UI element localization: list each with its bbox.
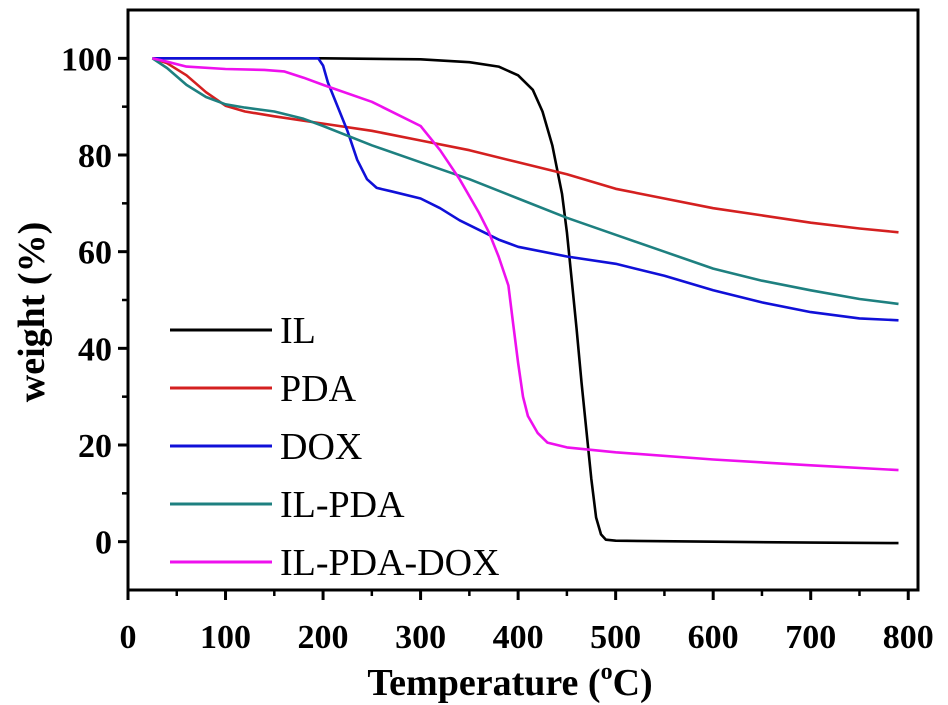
- y-tick-label: 100: [61, 41, 112, 78]
- y-axis-ticks: 0 20 40 60 80 100: [61, 41, 128, 562]
- series-line-dox: [152, 57, 899, 322]
- legend-label-dox: DOX: [280, 426, 362, 468]
- y-tick-label: 0: [95, 525, 112, 562]
- legend: IL PDA DOX IL-PDA IL-PDA-DOX: [170, 310, 500, 584]
- x-axis-title-unit: C): [613, 662, 653, 704]
- series-line-pda: [151, 57, 899, 234]
- y-tick-label: 40: [78, 331, 112, 368]
- x-tick-label: 400: [493, 619, 544, 656]
- x-tick-label: 800: [883, 619, 934, 656]
- series-line-il-pda-dox: [152, 57, 899, 472]
- x-axis-title: Temperature (oC): [367, 659, 652, 704]
- legend-label-pda: PDA: [280, 368, 357, 410]
- x-tick-label: 200: [298, 619, 349, 656]
- series-layer: [151, 57, 899, 545]
- x-tick-label: 0: [120, 619, 137, 656]
- x-axis-ticks: 0 100 200 300 400 500 600 700 800: [120, 590, 934, 656]
- x-tick-label: 300: [395, 619, 446, 656]
- x-tick-label: 500: [590, 619, 641, 656]
- x-tick-label: 100: [200, 619, 251, 656]
- x-tick-label: 700: [785, 619, 836, 656]
- legend-label-il-pda-dox: IL-PDA-DOX: [280, 542, 500, 584]
- x-axis-title-degree: o: [601, 659, 613, 685]
- legend-label-il: IL: [280, 310, 316, 352]
- y-tick-label: 20: [78, 428, 112, 465]
- legend-label-il-pda: IL-PDA: [280, 484, 405, 526]
- x-tick-label: 600: [688, 619, 739, 656]
- y-tick-label: 60: [78, 235, 112, 272]
- y-axis-title: weight (%): [11, 222, 53, 402]
- series-line-il-pda: [151, 57, 899, 306]
- x-axis-title-prefix: Temperature (: [367, 662, 600, 704]
- series-line-il: [152, 57, 899, 545]
- y-tick-label: 80: [78, 138, 112, 175]
